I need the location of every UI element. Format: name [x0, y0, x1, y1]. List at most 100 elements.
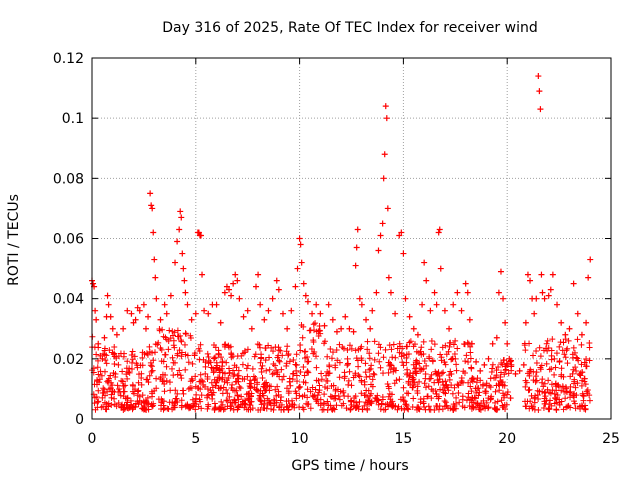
noise-point [300, 363, 307, 370]
noise-point [212, 354, 219, 361]
noise-point [226, 369, 233, 376]
noise-point [143, 350, 150, 357]
noise-point [148, 363, 155, 370]
noise-point [501, 382, 508, 389]
data-point [177, 208, 184, 215]
noise-point [283, 385, 290, 392]
noise-point [219, 390, 226, 397]
noise-point [573, 368, 580, 375]
noise-point [420, 350, 427, 357]
noise-point [124, 375, 131, 382]
noise-point [468, 365, 475, 372]
noise-point [149, 390, 156, 397]
noise-point [561, 388, 568, 395]
noise-point [117, 392, 124, 399]
noise-point [571, 400, 578, 407]
noise-point [361, 402, 368, 409]
noise-point [362, 360, 369, 367]
noise-point [111, 350, 118, 357]
noise-point [94, 404, 101, 411]
noise-point [405, 390, 412, 397]
noise-point [289, 376, 296, 383]
noise-point [210, 342, 217, 349]
data-point [288, 307, 295, 314]
noise-point [448, 371, 455, 378]
noise-point [100, 389, 107, 396]
noise-point [425, 403, 432, 410]
noise-point [111, 395, 118, 402]
noise-point [189, 360, 196, 367]
noise-point [567, 383, 574, 390]
noise-point [407, 338, 414, 345]
noise-point [384, 400, 391, 407]
noise-point [284, 403, 291, 410]
data-point [140, 301, 147, 308]
noise-point [347, 406, 354, 413]
noise-point [544, 347, 551, 354]
noise-point [285, 406, 292, 413]
noise-point [299, 393, 306, 400]
data-point [213, 301, 220, 308]
noise-point [410, 381, 417, 388]
data-point [184, 301, 191, 308]
noise-point [410, 343, 417, 350]
noise-point [477, 377, 484, 384]
noise-point [571, 376, 578, 383]
noise-point [386, 342, 393, 349]
data-point [527, 277, 534, 284]
noise-point [420, 395, 427, 402]
data-point [466, 316, 473, 323]
noise-point [262, 345, 269, 352]
noise-point [128, 366, 135, 373]
noise-point [507, 394, 514, 401]
noise-point [476, 406, 483, 413]
data-point [354, 226, 361, 233]
noise-point [405, 380, 412, 387]
data-point [549, 271, 556, 278]
noise-point [429, 357, 436, 364]
noise-point [135, 401, 142, 408]
noise-point [91, 344, 98, 351]
y-tick-label: 0.02 [53, 352, 84, 368]
noise-point [547, 397, 554, 404]
noise-point [461, 369, 468, 376]
noise-point [583, 388, 590, 395]
noise-point [378, 400, 385, 407]
noise-point [425, 383, 432, 390]
noise-point [409, 376, 416, 383]
noise-point [307, 405, 314, 412]
noise-point [403, 371, 410, 378]
noise-point [287, 382, 294, 389]
noise-point [178, 375, 185, 382]
noise-point [533, 348, 540, 355]
noise-point [533, 377, 540, 384]
noise-point [323, 377, 330, 384]
data-point [458, 307, 465, 314]
noise-point [289, 370, 296, 377]
noise-point [336, 374, 343, 381]
noise-point [540, 347, 547, 354]
noise-point [532, 378, 539, 385]
noise-point [494, 398, 501, 405]
noise-point [191, 350, 198, 357]
noise-point [473, 379, 480, 386]
noise-point [112, 373, 119, 380]
noise-point [528, 392, 535, 399]
noise-point [184, 352, 191, 359]
noise-point [126, 404, 133, 411]
noise-point [572, 384, 579, 391]
noise-point [467, 343, 474, 350]
noise-point [501, 371, 508, 378]
noise-point [340, 345, 347, 352]
noise-point [94, 399, 101, 406]
noise-point [149, 349, 156, 356]
data-point [297, 241, 304, 248]
noise-point [336, 359, 343, 366]
noise-point [267, 400, 274, 407]
noise-point [564, 403, 571, 410]
data-point [145, 313, 152, 320]
noise-point [246, 380, 253, 387]
noise-point [247, 383, 254, 390]
noise-point [377, 364, 384, 371]
noise-point [158, 405, 165, 412]
